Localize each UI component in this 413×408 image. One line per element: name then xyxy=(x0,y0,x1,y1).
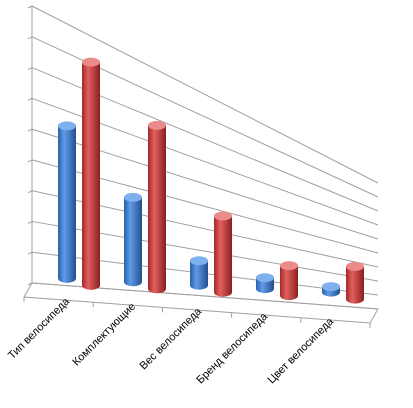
bars xyxy=(58,57,364,304)
bar-blue xyxy=(256,273,274,294)
y-tick xyxy=(27,159,33,163)
y-tick xyxy=(27,97,33,101)
bar-blue xyxy=(190,256,208,290)
y-tick xyxy=(27,190,33,194)
bar-red xyxy=(82,57,100,290)
y-tick xyxy=(27,5,33,9)
bar-red xyxy=(346,261,364,304)
gridline xyxy=(31,5,379,184)
y-tick xyxy=(27,128,33,132)
axes xyxy=(23,5,379,329)
bar-red xyxy=(214,211,232,297)
bar-red xyxy=(148,120,166,294)
y-tick xyxy=(27,251,33,255)
bar-red xyxy=(280,261,298,301)
x-tick-label: Бренд велосипеда xyxy=(194,310,270,386)
bar-blue xyxy=(322,282,340,297)
x-tick-label: Комплектующие xyxy=(70,301,138,369)
bar-blue xyxy=(58,121,76,283)
x-tick-label: Тип велосипеда xyxy=(6,295,73,362)
y-tick xyxy=(27,220,33,224)
y-tick xyxy=(27,36,33,40)
y-tick xyxy=(27,67,33,71)
floor xyxy=(23,282,379,324)
x-tick-label: Цвет велосипеда xyxy=(266,315,337,386)
bar-blue xyxy=(124,192,142,287)
x-tick-label: Вес велосипеда xyxy=(138,305,205,372)
